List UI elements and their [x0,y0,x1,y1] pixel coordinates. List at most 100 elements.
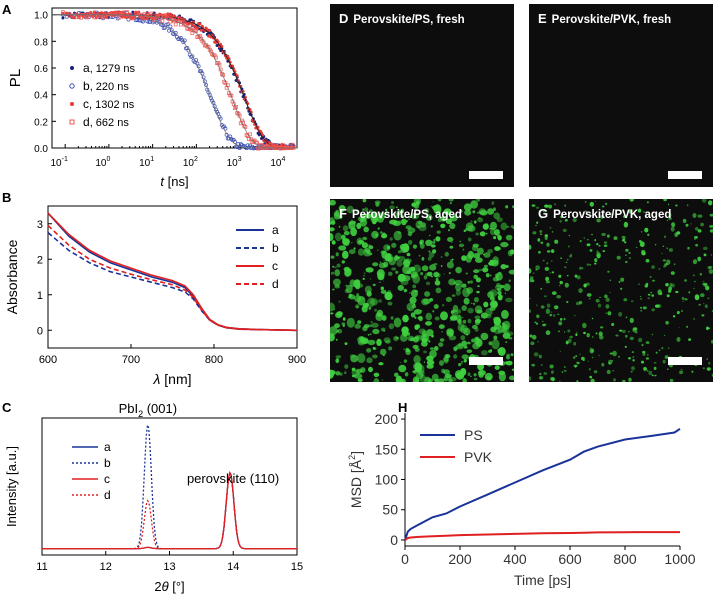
particle [371,230,379,239]
particle [459,209,463,213]
particle [542,320,544,323]
particle [693,287,695,290]
panel-letter-a: A [2,2,12,17]
particle [393,213,399,219]
particle [699,272,703,276]
particle [694,294,700,301]
particle [351,367,356,372]
x-tick-label: 11 [36,561,47,573]
particle [703,283,707,287]
particle [330,312,334,315]
particle [473,253,481,259]
particle [430,275,434,278]
particle [472,324,478,330]
particle [391,201,394,204]
particle [596,252,601,258]
particle [663,199,667,202]
legend-label-b: b, 220 ns [83,79,129,93]
particle [462,378,467,382]
particle [609,279,612,281]
particle [692,213,697,218]
particle [655,351,658,354]
particle [395,270,399,274]
particle [369,333,372,336]
particle [461,360,464,363]
particle [529,334,533,338]
particle [425,214,433,221]
x-tick-label: 14 [227,561,239,573]
particle [546,303,551,308]
y-tick-label: 3 [37,219,43,231]
particle [598,354,600,357]
particle [391,242,397,248]
particle [662,259,667,262]
particle [671,222,676,228]
particle [508,269,514,275]
particle [454,279,463,286]
particle [497,317,500,321]
y-tick-label: 0 [37,325,43,337]
particle [438,342,444,347]
particle [467,372,471,376]
particle [697,229,702,233]
particle [350,227,357,237]
particle [596,218,601,223]
particle [472,210,476,214]
data-point [70,13,74,18]
particle [536,221,539,224]
particle [372,262,379,267]
particle [506,331,514,336]
particle [563,317,566,321]
x-tick-label: 15 [291,561,303,573]
particle [620,277,625,282]
particle [575,333,578,336]
particle [613,378,616,382]
particle [462,248,465,251]
particle [400,208,404,213]
panel-letter-c: C [2,400,12,415]
particle [629,199,635,202]
particle [469,375,472,377]
particle [531,279,535,283]
data-point [207,34,211,38]
particle [379,261,382,263]
data-point [61,11,65,15]
particle [428,340,431,343]
particle [443,208,452,216]
particle [643,211,645,213]
particle [612,350,617,357]
particle [334,269,340,277]
particle [700,293,705,298]
micrograph-d: D Perovskite/PS, fresh [330,4,514,187]
particle [443,273,445,275]
particle [532,231,537,235]
particle [467,307,474,314]
particle [707,368,710,371]
micrograph-g-caption: Perovskite/PVK, aged [553,209,672,221]
particle [559,280,563,285]
particle [493,335,498,340]
particle [665,283,669,287]
x-tick-label: 13 [163,561,175,573]
particle [706,358,708,360]
particle [704,304,708,309]
particle [616,255,621,260]
micrograph-f-letter: F [339,206,347,221]
particle [493,212,500,220]
particle [330,271,335,275]
particle [644,284,649,288]
series-line-PVK [404,531,680,541]
particle [564,266,567,269]
particle [567,329,571,333]
particle [607,270,610,273]
particle [423,275,428,280]
particle [335,252,339,257]
particle [339,372,343,376]
particle [576,380,579,382]
particle [416,364,425,374]
particle [424,291,431,297]
particle [703,303,705,305]
particle [434,316,440,321]
particle [416,324,420,329]
